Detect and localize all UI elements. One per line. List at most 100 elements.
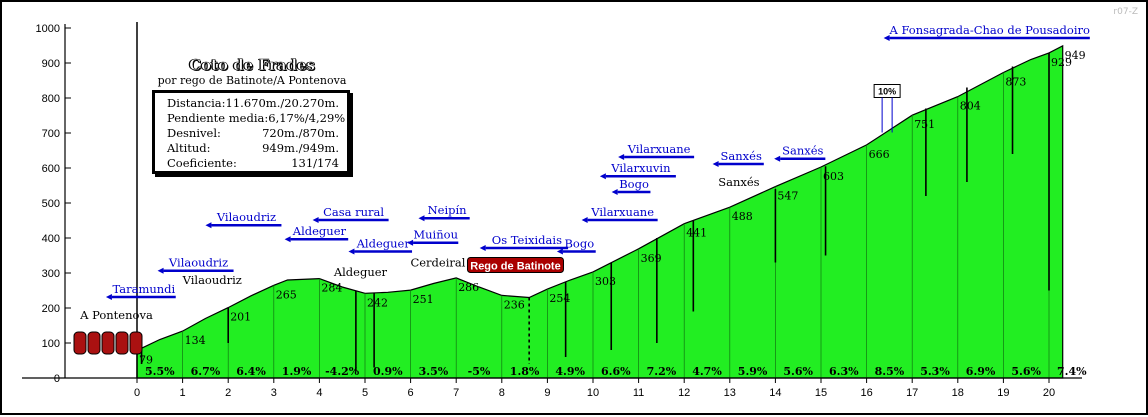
y-tick-label: 800 <box>42 93 60 105</box>
altitude-label: 201 <box>230 311 251 324</box>
place-label: Sanxés <box>782 144 823 158</box>
x-tick-label: 11 <box>633 387 644 399</box>
y-tick-label: 500 <box>42 198 60 210</box>
x-tick-label: 3 <box>271 387 277 399</box>
info-label: Coeficiente: <box>167 156 237 170</box>
x-tick-label: 9 <box>544 387 550 399</box>
gradient-label: 6.4% <box>236 365 266 378</box>
place-label: Vilaoudriz <box>216 210 276 224</box>
chart-subtitle: por rego de Batinote/A Pontenova <box>157 74 347 87</box>
altitude-label: 286 <box>458 281 479 294</box>
place-label: Taramundi <box>112 282 175 296</box>
place-label: Bogo <box>619 177 649 191</box>
stream-marker-label: Rego de Batinote <box>470 261 560 273</box>
info-label: Pendiente media: <box>167 111 269 125</box>
start-marker-icon <box>73 331 87 355</box>
y-tick-label: 900 <box>42 58 60 70</box>
gradient-label: 5.5% <box>145 365 175 378</box>
x-tick-label: 13 <box>724 387 736 399</box>
x-tick-label: 14 <box>769 387 781 399</box>
gradient-label: 5.6% <box>1011 365 1041 378</box>
x-tick-label: 5 <box>362 387 368 399</box>
arrow-head <box>611 188 618 195</box>
info-box: Distancia: 11.670m./20.270m. Pendiente me… <box>152 90 350 174</box>
info-row-gradient: Pendiente media: 6,17%/4,29% <box>167 111 345 126</box>
arrow-head <box>205 222 212 229</box>
gradient-label: 1.8% <box>510 365 540 378</box>
gradient-label: 7.4% <box>1057 365 1087 378</box>
gradient-label: -4.2% <box>325 365 360 378</box>
x-tick-label: 7 <box>453 387 459 399</box>
x-tick-label: 4 <box>316 387 322 399</box>
info-value: 720m./870m. <box>262 126 339 140</box>
altitude-label: 949 <box>1065 49 1086 62</box>
gradient-label: 4.9% <box>555 365 585 378</box>
place-label: Sanxés <box>721 149 762 163</box>
info-value: 131/174 <box>291 156 339 170</box>
altitude-label: 134 <box>185 334 206 347</box>
place-label: Vilarxuane <box>590 205 654 219</box>
gradient-label: 6.9% <box>966 365 996 378</box>
altitude-label: 284 <box>321 282 342 295</box>
gradient-label: 7.2% <box>647 365 677 378</box>
gradient-label: 3.5% <box>419 365 449 378</box>
profile-area <box>136 44 1064 379</box>
x-tick-label: 10 <box>587 387 599 399</box>
info-value: 11.670m./20.270m. <box>225 96 340 110</box>
arrow-head <box>348 248 355 255</box>
y-tick-label: 400 <box>42 233 60 245</box>
altitude-label: 929 <box>1051 56 1072 69</box>
arrow-head <box>774 155 781 162</box>
x-tick-label: 19 <box>997 387 1009 399</box>
gradient-marker-label: 10% <box>878 87 896 97</box>
x-tick-label: 2 <box>225 387 231 399</box>
reference-code: r07-Z <box>1113 7 1138 17</box>
arrow-head <box>105 293 112 300</box>
x-tick-label: 15 <box>815 387 827 399</box>
place-label: A Fonsagrada-Chao de Pousadoiro <box>889 23 1091 37</box>
place-label: Casa rural <box>323 205 384 219</box>
arrow-head <box>418 215 425 222</box>
altitude-label: 265 <box>276 288 297 301</box>
altitude-label: 236 <box>504 298 525 311</box>
y-tick-label: 200 <box>42 303 60 315</box>
info-row-coefficient: Coeficiente: 131/174 <box>167 156 339 171</box>
altitude-label: 603 <box>823 170 844 183</box>
x-tick-label: 17 <box>906 387 918 399</box>
start-marker-icon <box>115 331 129 355</box>
place-label: Neipín <box>428 203 468 217</box>
chart-title: Coto de Frades <box>189 56 315 75</box>
info-row-altitude: Altitud: 949m./949m. <box>167 141 339 156</box>
arrow-head <box>556 248 563 255</box>
arrow-head <box>712 160 719 167</box>
altitude-label: 369 <box>641 252 662 265</box>
place-label: Vilaoudriz <box>182 273 242 287</box>
place-label: Os Teixidais <box>492 233 562 247</box>
start-marker-icon <box>101 331 115 355</box>
x-tick-label: 20 <box>1043 387 1055 399</box>
place-label: Muiñou <box>413 228 458 242</box>
altitude-label: 547 <box>777 190 798 203</box>
stream-marker-box <box>466 257 564 273</box>
x-tick-label: 18 <box>952 387 964 399</box>
altitude-label: 804 <box>960 100 981 113</box>
altitude-label: 254 <box>549 292 570 305</box>
arrow-head <box>479 244 486 251</box>
altitude-label: 303 <box>595 275 616 288</box>
x-tick-label: 6 <box>408 387 414 399</box>
arrow-head <box>312 216 319 223</box>
y-tick-label: 1000 <box>36 23 60 35</box>
start-marker-icon <box>87 331 101 355</box>
place-label: Aldeguer <box>333 265 388 279</box>
x-tick-label: 1 <box>180 387 186 399</box>
altitude-label: 666 <box>869 148 890 161</box>
arrow-head <box>883 34 890 41</box>
info-value: 949m./949m. <box>262 141 339 155</box>
altitude-label: 488 <box>732 210 753 223</box>
place-label: Sanxés <box>718 175 759 189</box>
gradient-label: 4.7% <box>692 365 722 378</box>
gradient-marker-box <box>873 84 901 98</box>
place-label: Cerdeiral <box>410 256 465 270</box>
